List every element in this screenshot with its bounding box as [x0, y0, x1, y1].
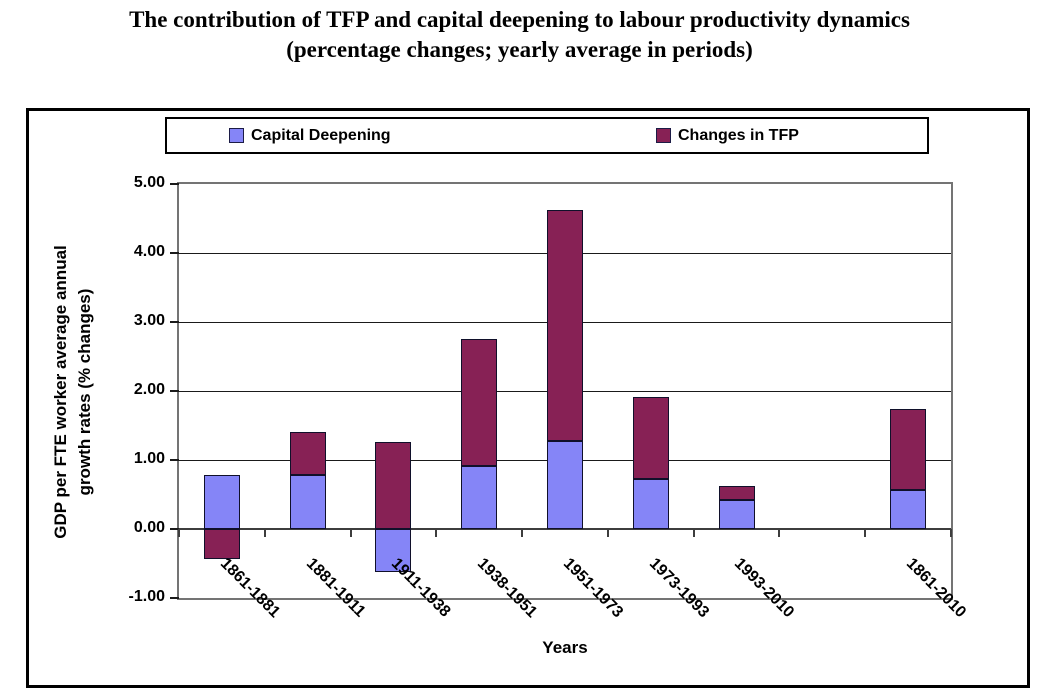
- x-tick-label: 1938-1951: [474, 555, 541, 622]
- bar-segment-changes-in-tfp-1881-1911: [289, 431, 326, 476]
- bar-segment-changes-in-tfp-1861-1881: [203, 529, 240, 560]
- chart-outer-frame: Capital Deepening Changes in TFP GDP per…: [26, 108, 1030, 688]
- y-tick-label: -1.00: [128, 588, 165, 605]
- y-axis-tick: [170, 528, 179, 530]
- bar-segment-capital-deepening-1938-1951: [461, 465, 498, 529]
- x-tick-label: 1911-1938: [388, 555, 454, 621]
- bar-segment-changes-in-tfp-1938-1951: [461, 339, 498, 466]
- bar-segment-capital-deepening-1861-2010: [890, 489, 927, 529]
- y-tick-label: 3.00: [133, 312, 165, 329]
- capital-deepening-swatch-icon: [229, 128, 244, 143]
- y-tick-label: 2.00: [133, 381, 165, 398]
- y-tick-label: 4.00: [133, 243, 165, 260]
- x-axis-tick: [435, 529, 438, 537]
- legend-label-changes-in-tfp: Changes in TFP: [678, 126, 799, 144]
- changes-in-tfp-swatch-icon: [656, 128, 671, 143]
- y-axis-tick: [170, 390, 179, 392]
- x-axis-title: Years: [542, 638, 588, 657]
- x-axis-tick: [178, 529, 180, 537]
- y-tick-label: 0.00: [133, 519, 165, 536]
- bar-segment-capital-deepening-1881-1911: [289, 475, 326, 529]
- y-axis-tick: [170, 597, 179, 599]
- legend-label-capital-deepening: Capital Deepening: [251, 126, 391, 144]
- chart-legend: Capital Deepening Changes in TFP: [165, 117, 929, 154]
- plot-area: 1861-1881 1881-1911 1911-1938 1938-1951 1951…: [170, 182, 969, 621]
- x-tick-label: 1951-1973: [559, 555, 626, 622]
- y-axis-tick: [170, 183, 179, 185]
- x-axis-tick: [263, 529, 266, 537]
- x-axis-tick: [950, 529, 952, 537]
- chart-title-line2: (percentage changes; yearly average in p…: [286, 37, 753, 62]
- x-tick-label: 1861-2010: [902, 555, 970, 622]
- bar-segment-capital-deepening-1993-2010: [718, 500, 755, 529]
- legend-item-capital-deepening: Capital Deepening: [229, 119, 391, 152]
- y-axis-title-line1: GDP per FTE worker average annual: [51, 245, 70, 539]
- y-axis-tick: [170, 252, 179, 254]
- x-axis-tick: [778, 529, 781, 537]
- x-axis-tick: [606, 529, 609, 537]
- x-axis-tick: [349, 529, 352, 537]
- bar-segment-capital-deepening-1951-1973: [547, 440, 583, 529]
- bar-segment-capital-deepening-1911-1938: [375, 529, 412, 573]
- bar-segment-changes-in-tfp-1861-2010: [890, 408, 927, 490]
- x-tick-label: 1973-1993: [645, 555, 712, 622]
- bar-segment-capital-deepening-1973-1993: [632, 478, 669, 529]
- y-tick-label: 5.00: [133, 174, 165, 191]
- bar-segment-changes-in-tfp-1951-1973: [547, 210, 583, 441]
- x-tick-label: 1881-1911: [302, 555, 369, 621]
- bar-segment-changes-in-tfp-1973-1993: [632, 396, 669, 479]
- chart-title: The contribution of TFP and capital deep…: [0, 5, 1039, 65]
- chart-title-line1: The contribution of TFP and capital deep…: [129, 7, 910, 32]
- bar-segment-changes-in-tfp-1911-1938: [375, 442, 412, 529]
- x-tick-label: 1861-1881: [216, 555, 283, 622]
- bar-segment-capital-deepening-1861-1881: [203, 475, 240, 529]
- y-tick-label: 1.00: [133, 450, 165, 467]
- zero-axis-line: [179, 528, 951, 530]
- x-tick-label: 1993-2010: [731, 555, 798, 622]
- bar-segment-changes-in-tfp-1993-2010: [718, 486, 755, 501]
- y-axis-title: GDP per FTE worker average annual growth…: [49, 245, 97, 539]
- x-axis-tick: [692, 529, 695, 537]
- x-axis-tick: [521, 529, 524, 537]
- x-axis-tick: [864, 529, 867, 537]
- legend-item-changes-in-tfp: Changes in TFP: [656, 119, 799, 152]
- y-axis-tick: [170, 321, 179, 323]
- y-axis-title-line2: growth rates (% changes): [75, 288, 94, 496]
- y-axis-tick: [170, 459, 179, 461]
